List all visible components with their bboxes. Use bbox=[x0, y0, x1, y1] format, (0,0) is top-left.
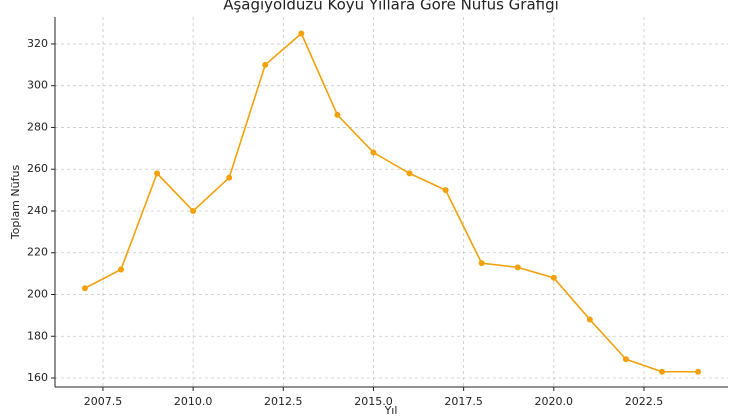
x-tick-label: 2015.0 bbox=[354, 395, 393, 408]
point bbox=[81, 285, 88, 292]
x-tick-label: 2017.5 bbox=[444, 395, 483, 408]
x-tick-label: 2012.5 bbox=[264, 395, 303, 408]
y-tick-label: 320 bbox=[27, 37, 48, 50]
point bbox=[370, 149, 377, 156]
point bbox=[154, 170, 161, 177]
y-tick-label: 260 bbox=[27, 162, 48, 175]
y-tick-label: 220 bbox=[27, 246, 48, 259]
y-axis-label: Toplam Nüfus bbox=[9, 165, 22, 241]
x-tick-label: 2007.5 bbox=[84, 395, 123, 408]
point bbox=[406, 170, 413, 177]
y-tick-label: 300 bbox=[27, 79, 48, 92]
point bbox=[226, 174, 233, 181]
point bbox=[190, 207, 197, 214]
point bbox=[514, 264, 521, 271]
point bbox=[695, 368, 702, 375]
y-tick-label: 240 bbox=[27, 204, 48, 217]
y-tick-label: 280 bbox=[27, 120, 48, 133]
chart-title: Aşağıyolduzu Köyü Yıllara Göre Nüfus Gra… bbox=[223, 0, 559, 14]
point bbox=[622, 356, 629, 363]
point bbox=[442, 187, 449, 194]
x-tick-label: 2010.0 bbox=[174, 395, 213, 408]
point bbox=[298, 30, 305, 37]
y-tick-label: 160 bbox=[27, 371, 48, 384]
point bbox=[550, 274, 557, 281]
point bbox=[478, 260, 485, 267]
point bbox=[262, 61, 269, 68]
y-tick-label: 200 bbox=[27, 288, 48, 301]
point bbox=[334, 111, 341, 118]
x-axis-label: Yıl bbox=[384, 404, 398, 417]
point bbox=[118, 266, 125, 273]
line bbox=[84, 32, 699, 373]
y-tick-label: 180 bbox=[27, 329, 48, 342]
point bbox=[658, 368, 665, 375]
x-tick-label: 2022.5 bbox=[625, 395, 664, 408]
point bbox=[586, 316, 593, 323]
x-tick-label: 2020.0 bbox=[535, 395, 574, 408]
